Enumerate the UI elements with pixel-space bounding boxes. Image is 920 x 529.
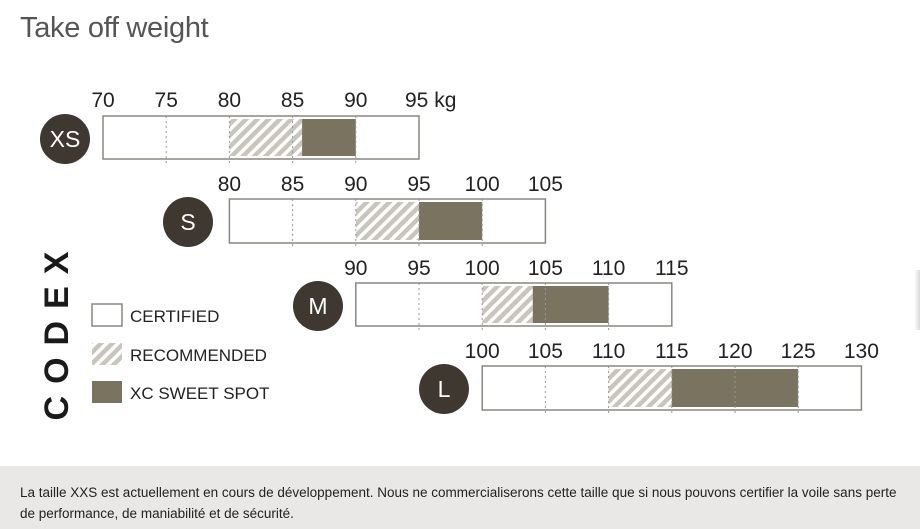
size-row-xs: 70 75 80 85 90 95 kg XS xyxy=(40,89,456,165)
codex-logo-text: CODEX xyxy=(38,240,76,421)
footnote-panel: La taille XXS est actuellement en cours … xyxy=(0,466,920,529)
size-badge-label: M xyxy=(308,293,327,319)
size-row-l: 100 105 110 115 120 125 130 L xyxy=(419,340,879,416)
footnote-text: La taille XXS est actuellement en cours … xyxy=(20,485,897,521)
tick-label: 115 xyxy=(655,257,688,280)
certified-box xyxy=(102,115,420,160)
tick-label: 125 xyxy=(781,340,816,363)
recommended-bar xyxy=(229,119,303,156)
tick-label: 115 xyxy=(655,340,688,363)
tick-label: 120 xyxy=(717,340,752,363)
legend-swatch-certified xyxy=(91,303,123,327)
tick-label: 130 xyxy=(844,340,879,363)
legend-swatch-recommended xyxy=(92,343,122,365)
tick-label: 90 xyxy=(344,257,367,280)
legend: CERTIFIED RECOMMENDED XC SWEET SPOT xyxy=(91,303,270,403)
tick-label: 110 xyxy=(592,340,625,363)
size-row-s: 80 85 90 95 100 105 S xyxy=(163,173,563,249)
legend-label-recommended: RECOMMENDED xyxy=(130,346,267,365)
tick-label: 80 xyxy=(218,89,241,112)
tick-label: 90 xyxy=(344,89,367,112)
recommended-bar xyxy=(355,202,419,240)
edge-shadow xyxy=(914,270,920,330)
size-badge xyxy=(293,281,343,331)
legend-item-sweet-spot: XC SWEET SPOT xyxy=(92,381,270,403)
codex-logo: CODEX xyxy=(38,240,76,421)
size-badge-label: L xyxy=(438,376,451,402)
legend-label-certified: CERTIFIED xyxy=(130,307,219,326)
tick-label: 105 xyxy=(528,257,563,280)
certified-box xyxy=(228,198,547,244)
tick-label: 105 xyxy=(528,340,563,363)
sweet-spot-bar xyxy=(532,286,609,323)
certified-box xyxy=(355,282,673,327)
tick-label: 90 xyxy=(344,173,367,196)
sweet-spot-bar xyxy=(419,202,483,240)
size-badge-label: XS xyxy=(50,126,81,152)
tick-label: 70 xyxy=(91,89,114,112)
legend-swatch-sweet-spot xyxy=(92,381,122,403)
tick-label: 85 xyxy=(281,173,304,196)
tick-label: 100 xyxy=(465,340,500,363)
tick-label: 95 kg xyxy=(405,89,456,112)
size-badge xyxy=(163,197,213,247)
size-badge-label: S xyxy=(180,209,195,235)
sweet-spot-bar xyxy=(302,119,356,156)
legend-item-certified: CERTIFIED xyxy=(91,303,219,327)
size-badge xyxy=(40,114,90,164)
certified-box xyxy=(481,365,863,411)
tick-label: 100 xyxy=(465,173,500,196)
tick-label: 110 xyxy=(592,257,625,280)
size-row-m: 90 95 100 105 110 115 M xyxy=(293,257,689,332)
tick-label: 95 xyxy=(407,173,430,196)
tick-label: 85 xyxy=(281,89,304,112)
legend-label-sweet-spot: XC SWEET SPOT xyxy=(130,384,270,403)
tick-label: 80 xyxy=(218,173,241,196)
tick-label: 75 xyxy=(155,89,178,112)
tick-label: 105 xyxy=(528,173,563,196)
recommended-bar xyxy=(482,286,533,323)
legend-item-recommended: RECOMMENDED xyxy=(92,343,267,365)
tick-label: 100 xyxy=(465,257,500,280)
recommended-bar xyxy=(608,369,672,407)
page-title: Take off weight xyxy=(20,12,209,44)
size-badge xyxy=(419,364,469,414)
tick-label: 95 xyxy=(407,257,430,280)
